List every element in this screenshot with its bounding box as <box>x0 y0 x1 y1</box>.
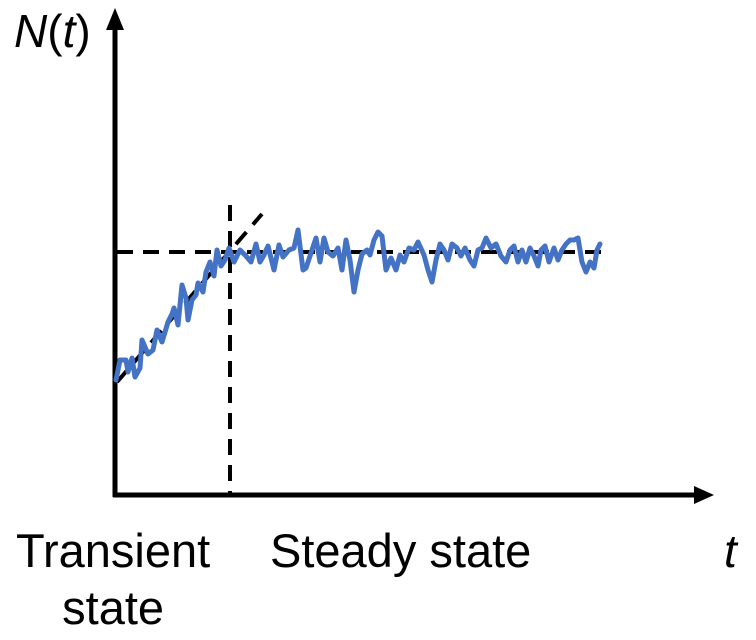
y-axis-arrowhead <box>106 8 124 30</box>
x-axis-label: t <box>724 525 737 577</box>
y-axis-label: N(t) <box>14 5 91 57</box>
steady-state-label: Steady state <box>270 524 532 577</box>
transient-state-label: Transient state <box>16 524 211 635</box>
signal-line <box>113 227 603 383</box>
x-axis-arrowhead <box>694 486 714 504</box>
